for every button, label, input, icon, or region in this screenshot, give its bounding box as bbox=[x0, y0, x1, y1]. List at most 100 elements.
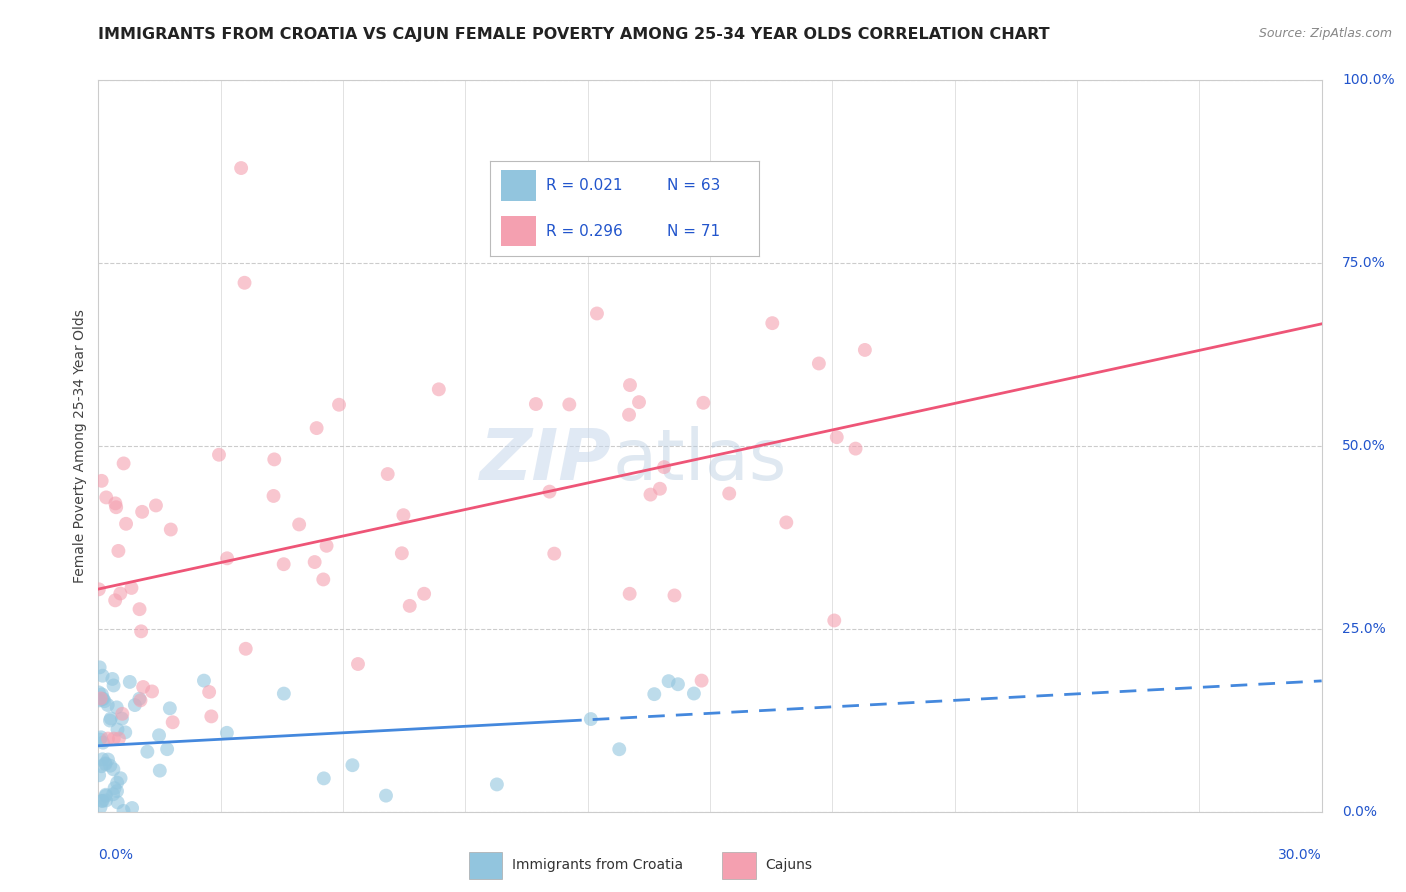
Point bbox=[90, 759, 112, 773]
Point bbox=[91, 752, 114, 766]
Point bbox=[845, 442, 868, 456]
Point bbox=[103, 678, 125, 692]
Point bbox=[823, 614, 845, 628]
Point bbox=[91, 794, 114, 808]
Point bbox=[579, 712, 602, 726]
Point bbox=[101, 672, 124, 686]
Point bbox=[101, 787, 124, 801]
Point bbox=[217, 551, 239, 566]
Point bbox=[132, 680, 155, 694]
Text: 30.0%: 30.0% bbox=[1278, 848, 1322, 863]
Point bbox=[398, 599, 420, 613]
Point bbox=[112, 457, 135, 471]
Point bbox=[775, 516, 797, 530]
Point bbox=[129, 624, 152, 639]
Point bbox=[375, 789, 398, 803]
Point bbox=[105, 775, 128, 789]
Text: Immigrants from Croatia: Immigrants from Croatia bbox=[512, 858, 683, 872]
Point bbox=[90, 691, 112, 706]
Point bbox=[159, 701, 181, 715]
Point bbox=[312, 772, 335, 786]
Point bbox=[97, 698, 120, 712]
Point bbox=[89, 660, 111, 674]
Point bbox=[87, 685, 110, 699]
Text: 75.0%: 75.0% bbox=[1341, 256, 1386, 270]
Point bbox=[108, 731, 131, 746]
Point bbox=[485, 777, 508, 791]
Point bbox=[288, 517, 311, 532]
Point bbox=[648, 482, 671, 496]
Point bbox=[91, 736, 114, 750]
Point bbox=[627, 395, 650, 409]
Point bbox=[91, 669, 114, 683]
Point bbox=[114, 725, 136, 739]
Point bbox=[231, 161, 253, 175]
Point bbox=[413, 587, 436, 601]
Point bbox=[643, 687, 665, 701]
Point bbox=[94, 789, 117, 803]
Point bbox=[392, 508, 415, 523]
Point bbox=[110, 771, 132, 785]
Point bbox=[558, 397, 581, 411]
Point bbox=[94, 788, 117, 802]
Point bbox=[111, 706, 134, 721]
Point bbox=[103, 781, 125, 796]
Point bbox=[761, 316, 783, 330]
Text: ZIP: ZIP bbox=[479, 426, 612, 495]
Point bbox=[607, 742, 630, 756]
Point bbox=[90, 474, 112, 488]
Text: Source: ZipAtlas.com: Source: ZipAtlas.com bbox=[1258, 27, 1392, 40]
Point bbox=[94, 793, 117, 807]
Point bbox=[200, 709, 222, 723]
Point bbox=[193, 673, 215, 688]
Point bbox=[96, 491, 118, 505]
Point bbox=[105, 500, 128, 515]
Point bbox=[658, 674, 681, 689]
Point bbox=[215, 726, 238, 740]
Point bbox=[115, 516, 138, 531]
Point bbox=[112, 804, 135, 818]
Point bbox=[347, 657, 370, 671]
Point bbox=[692, 396, 714, 410]
Bar bbox=[723, 852, 755, 879]
Point bbox=[100, 711, 122, 725]
Text: 0.0%: 0.0% bbox=[1341, 805, 1376, 819]
Point bbox=[718, 486, 741, 500]
Point bbox=[342, 758, 364, 772]
Point bbox=[377, 467, 399, 481]
Point bbox=[683, 686, 706, 700]
Point bbox=[104, 496, 127, 510]
Point bbox=[105, 784, 128, 798]
Point bbox=[89, 800, 111, 814]
Point bbox=[652, 460, 675, 475]
Point bbox=[273, 687, 295, 701]
Point bbox=[121, 801, 143, 815]
Point bbox=[110, 586, 132, 600]
Point bbox=[128, 691, 150, 706]
Point bbox=[640, 487, 662, 501]
Text: 25.0%: 25.0% bbox=[1341, 622, 1386, 636]
Point bbox=[94, 756, 117, 771]
Point bbox=[149, 764, 172, 778]
Point bbox=[524, 397, 547, 411]
Point bbox=[111, 712, 134, 726]
Text: 100.0%: 100.0% bbox=[1341, 73, 1395, 87]
Point bbox=[156, 742, 179, 756]
Point bbox=[148, 728, 170, 742]
Point bbox=[91, 692, 114, 706]
Point bbox=[90, 687, 112, 701]
Text: 0.0%: 0.0% bbox=[98, 848, 134, 863]
Point bbox=[98, 758, 121, 772]
Point bbox=[121, 581, 143, 595]
Point bbox=[391, 546, 413, 560]
Point bbox=[807, 356, 830, 370]
Bar bbox=[468, 852, 502, 879]
Point bbox=[90, 731, 112, 745]
Text: N = 63: N = 63 bbox=[668, 178, 721, 193]
Point bbox=[94, 757, 117, 772]
Y-axis label: Female Poverty Among 25-34 Year Olds: Female Poverty Among 25-34 Year Olds bbox=[73, 309, 87, 583]
Point bbox=[853, 343, 876, 357]
Point bbox=[263, 452, 285, 467]
Text: Cajuns: Cajuns bbox=[765, 858, 813, 872]
Point bbox=[145, 499, 167, 513]
